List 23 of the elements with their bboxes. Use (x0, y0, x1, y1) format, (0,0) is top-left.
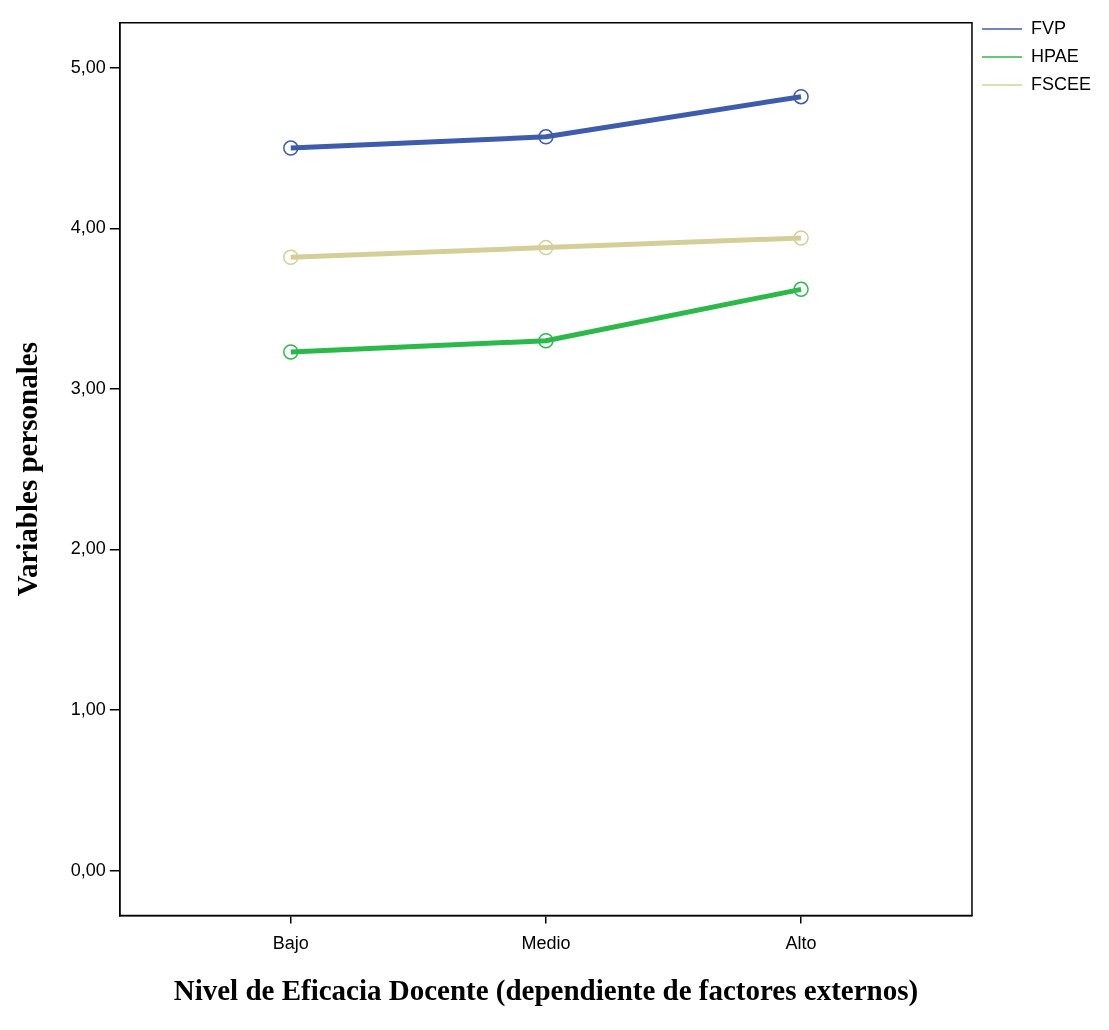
x-tick-label: Medio (521, 933, 571, 954)
legend-label: FVP (1030, 17, 1066, 38)
y-tick-label: 0,00 (70, 859, 106, 880)
point (283, 344, 299, 360)
point (793, 281, 809, 298)
legend-label: HPAE (1030, 45, 1079, 66)
y-tick-label: 1,00 (70, 699, 106, 720)
point (538, 332, 554, 349)
y-tick-label: 2,00 (70, 538, 106, 559)
y-tick-label: 5,00 (70, 56, 106, 77)
point (283, 140, 299, 156)
y-tick-label: 3,00 (70, 377, 106, 398)
x-tick-label: Alto (785, 933, 817, 954)
point (538, 129, 554, 145)
y-tick-label: 4,00 (70, 217, 106, 238)
y-axis-title: Variables personales (10, 342, 43, 597)
point (538, 239, 554, 256)
point (793, 230, 809, 246)
x-tick-label: Bajo (272, 933, 309, 954)
point (793, 88, 809, 105)
legend-label: FSCEE (1030, 73, 1091, 94)
point (283, 249, 299, 265)
x-axis-title: Nivel de Eficacia Docente (dependiente de factores externos) (173, 974, 919, 1008)
